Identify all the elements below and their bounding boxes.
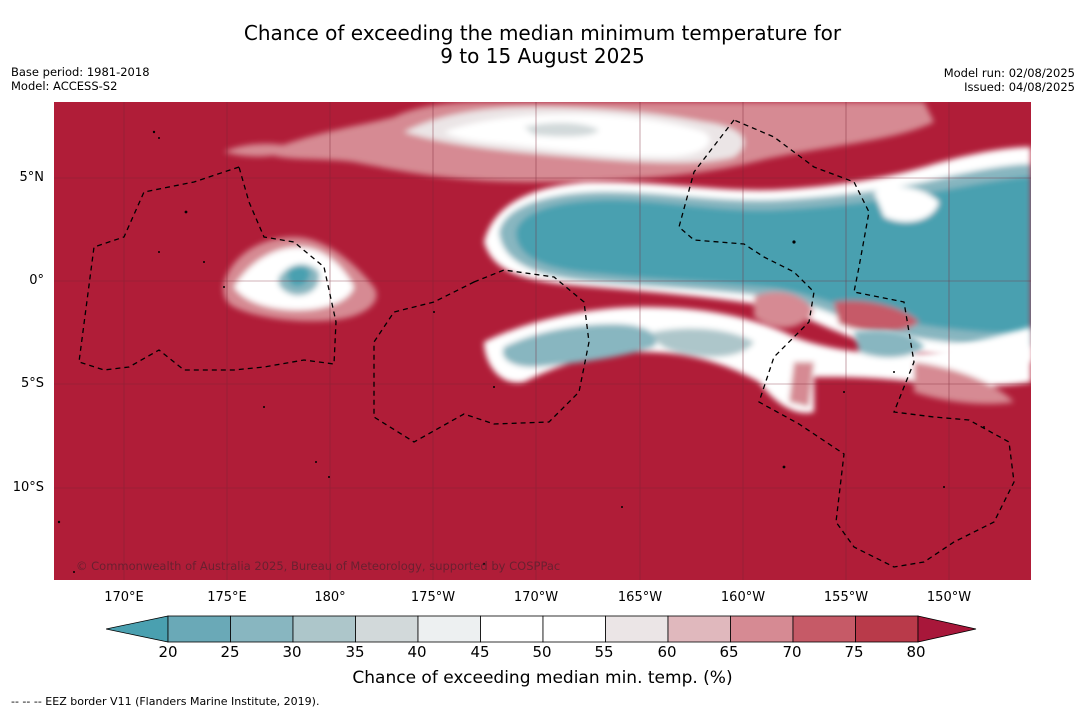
colorbar-swatch (355, 615, 419, 643)
forecast-map: © Commonwealth of Australia 2025, Bureau… (54, 102, 1031, 580)
lat-label-5s: 5°S (20, 376, 44, 391)
map-title-line1: Chance of exceeding the median minimum t… (243, 21, 842, 45)
map-grid (54, 102, 1031, 580)
eez-borders (78, 119, 1015, 568)
cb-tick: 75 (844, 643, 864, 661)
cb-tick: 30 (282, 643, 302, 661)
cb-tick: 50 (532, 643, 552, 661)
island-dots (57, 130, 985, 573)
cb-tick: 80 (906, 643, 926, 661)
lat-label-10s: 10°S (12, 480, 44, 495)
meta-right: Model run: 02/08/2025 Issued: 04/08/2025 (944, 66, 1075, 94)
issued-text: Issued: 04/08/2025 (964, 80, 1075, 94)
map-title-line2: 9 to 15 August 2025 (440, 44, 645, 68)
lon-label-175w: 175°W (410, 590, 456, 605)
cb-tick: 40 (407, 643, 427, 661)
colorbar-label: Chance of exceeding median min. temp. (%… (352, 668, 733, 688)
lon-label-150w: 150°W (926, 590, 972, 605)
colorbar-swatch (167, 615, 231, 643)
base-period-text: Base period: 1981-2018 (11, 65, 150, 79)
colorbar-extend-low (106, 615, 169, 643)
meta-left: Base period: 1981-2018 Model: ACCESS-S2 (11, 65, 150, 93)
cb-tick: 60 (657, 643, 677, 661)
lon-label-160w: 160°W (720, 590, 766, 605)
colorbar-swatch (605, 615, 669, 643)
cb-tick: 35 (345, 643, 365, 661)
lon-label-180: 180° (314, 590, 346, 605)
lon-label-165w: 165°W (617, 590, 663, 605)
lon-label-170e: 170°E (104, 590, 144, 605)
colorbar-extend-high (917, 615, 977, 643)
lon-label-170w: 170°W (513, 590, 559, 605)
colorbar-swatch (730, 615, 794, 643)
colorbar-swatch (792, 615, 856, 643)
cb-tick: 20 (158, 643, 178, 661)
colorbar-swatch (480, 615, 544, 643)
anomaly-region-north (224, 102, 934, 182)
lon-label-175e: 175°E (207, 590, 247, 605)
cb-tick: 25 (220, 643, 240, 661)
cb-tick: 55 (594, 643, 614, 661)
model-text: Model: ACCESS-S2 (11, 79, 118, 93)
lat-label-5n: 5°N (19, 170, 45, 185)
colorbar-swatch (542, 615, 606, 643)
eez-note: -- -- -- EEZ border V11 (Flanders Marine… (11, 695, 320, 708)
anomaly-region-south (484, 307, 1031, 413)
cb-tick: 65 (719, 643, 739, 661)
colorbar-swatch (855, 615, 919, 643)
cb-tick: 45 (470, 643, 490, 661)
lon-label-155w: 155°W (823, 590, 869, 605)
colorbar (106, 615, 977, 643)
anomaly-region-west (223, 237, 377, 322)
model-run-text: Model run: 02/08/2025 (943, 66, 1075, 80)
colorbar-swatch (667, 615, 731, 643)
anomaly-region-equator (484, 147, 1031, 362)
colorbar-swatch (417, 615, 481, 643)
cb-tick: 70 (782, 643, 802, 661)
copyright-text: © Commonwealth of Australia 2025, Bureau… (76, 559, 560, 573)
colorbar-swatch (230, 615, 294, 643)
lat-label-0: 0° (29, 273, 44, 288)
colorbar-swatch (292, 615, 356, 643)
